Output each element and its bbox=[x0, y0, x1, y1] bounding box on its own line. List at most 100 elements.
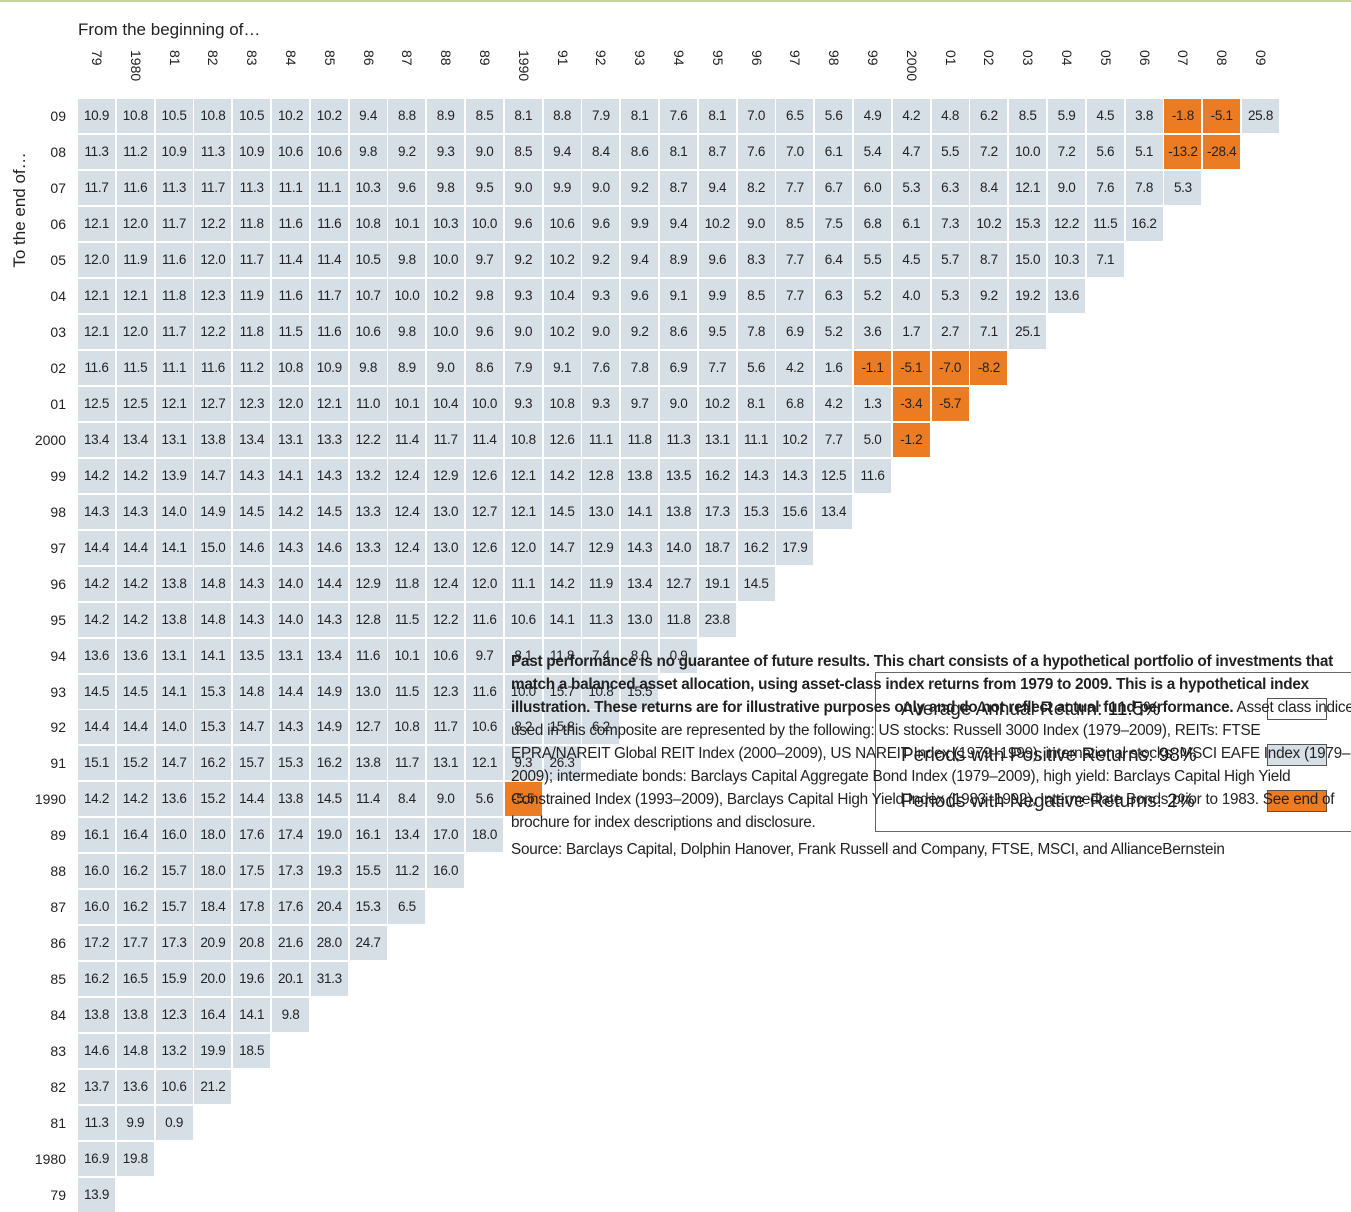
return-cell: 11.6 bbox=[310, 206, 348, 241]
return-cell: 16.2 bbox=[194, 746, 232, 781]
return-cell: 11.5 bbox=[272, 314, 309, 349]
return-cell: 10.8 bbox=[388, 710, 426, 745]
return-cell: 17.2 bbox=[78, 926, 115, 961]
return-cell: 16.2 bbox=[737, 530, 775, 565]
return-cell: 17.7 bbox=[116, 926, 154, 961]
return-cell: 11.8 bbox=[660, 602, 697, 637]
return-cell: 9.6 bbox=[466, 314, 503, 349]
return-cell: 14.2 bbox=[116, 566, 154, 601]
return-cell: 13.5 bbox=[233, 638, 271, 673]
return-cell: 14.0 bbox=[660, 530, 697, 565]
footnote-text: Asset class indices used in this composi… bbox=[511, 699, 1351, 831]
return-cell: 16.2 bbox=[116, 890, 154, 925]
return-cell: 7.8 bbox=[737, 314, 775, 349]
return-cell: 16.0 bbox=[427, 854, 465, 889]
column-header: 79 bbox=[89, 50, 105, 66]
return-cell: 12.7 bbox=[660, 566, 697, 601]
return-cell: 15.9 bbox=[155, 962, 193, 997]
return-cell: 8.5 bbox=[1009, 99, 1047, 133]
return-cell: 15.3 bbox=[349, 890, 387, 925]
return-cell: 21.6 bbox=[272, 926, 309, 961]
return-cell: 8.6 bbox=[621, 134, 659, 169]
return-cell: 14.1 bbox=[155, 530, 193, 565]
row-header: 09 bbox=[50, 108, 66, 124]
return-cell: -28.4 bbox=[1203, 134, 1241, 169]
return-cell: 13.6 bbox=[155, 782, 193, 817]
return-cell: 9.2 bbox=[621, 170, 659, 205]
return-cell: 13.3 bbox=[310, 422, 348, 457]
row-header: 03 bbox=[50, 323, 66, 340]
return-cell: 14.1 bbox=[621, 494, 659, 529]
return-cell: 12.0 bbox=[78, 242, 115, 277]
return-cell: 11.7 bbox=[155, 314, 193, 349]
return-cell: 10.6 bbox=[466, 710, 503, 745]
return-cell: 12.1 bbox=[116, 278, 154, 313]
return-cell: 10.7 bbox=[349, 278, 387, 313]
return-cell: 12.5 bbox=[116, 386, 154, 421]
return-cell: 19.3 bbox=[310, 854, 348, 889]
return-cell: 7.0 bbox=[776, 134, 814, 169]
return-cell: 15.8 bbox=[543, 710, 581, 745]
return-cell: 10.4 bbox=[543, 278, 581, 313]
return-cell: 11.3 bbox=[78, 134, 115, 169]
return-cell: 11.5 bbox=[116, 350, 154, 385]
return-cell: 8.1 bbox=[698, 99, 736, 133]
return-cell: 14.3 bbox=[233, 458, 271, 493]
return-cell: 14.0 bbox=[272, 566, 309, 601]
return-cell: 11.8 bbox=[155, 278, 193, 313]
return-cell: 11.1 bbox=[272, 170, 309, 205]
legend-swatch bbox=[1267, 744, 1327, 766]
return-cell: 7.8 bbox=[621, 350, 659, 385]
return-cell: 9.3 bbox=[504, 746, 542, 781]
return-cell: 10.3 bbox=[349, 170, 387, 205]
return-cell: 4.2 bbox=[815, 386, 853, 421]
legend-label: Periods with Negative Returns: bbox=[901, 791, 1168, 812]
return-cell: 20.9 bbox=[194, 926, 232, 961]
return-cell: 6.7 bbox=[815, 170, 853, 205]
return-cell: 9.6 bbox=[582, 206, 620, 241]
return-cell: -13.2 bbox=[1164, 134, 1202, 169]
return-cell: 14.7 bbox=[543, 530, 581, 565]
column-axis-label: From the beginning of… bbox=[78, 20, 261, 39]
return-cell: 5.4 bbox=[854, 134, 891, 169]
return-cell: 12.9 bbox=[582, 530, 620, 565]
return-cell: 12.8 bbox=[582, 458, 620, 493]
return-cell: 6.1 bbox=[815, 134, 853, 169]
return-cell: 1.6 bbox=[815, 350, 853, 385]
return-cell: 9.4 bbox=[543, 134, 581, 169]
return-cell: 9.5 bbox=[466, 170, 503, 205]
return-cell: 13.8 bbox=[621, 458, 659, 493]
return-cell: 16.2 bbox=[116, 854, 154, 889]
return-cell: 10.5 bbox=[349, 242, 387, 277]
return-cell: 11.8 bbox=[388, 566, 426, 601]
return-cell: 11.6 bbox=[310, 314, 348, 349]
return-cell: 9.8 bbox=[388, 242, 426, 277]
return-cell: 9.0 bbox=[582, 170, 620, 205]
return-cell: 9.8 bbox=[349, 350, 387, 385]
return-cell: 15.5 bbox=[349, 854, 387, 889]
return-cell: 13.8 bbox=[194, 422, 232, 457]
footnote-paragraph: Past performance is no guarantee of futu… bbox=[511, 650, 1351, 834]
return-cell: 5.6 bbox=[1086, 134, 1124, 169]
return-cell: 13.3 bbox=[349, 530, 387, 565]
return-cell: 10.8 bbox=[116, 99, 154, 133]
return-cell: 7.8 bbox=[1125, 170, 1163, 205]
return-cell: 5.6 bbox=[815, 99, 853, 133]
return-cell: -5.5 bbox=[504, 782, 542, 817]
return-cell: 7.4 bbox=[582, 638, 620, 673]
return-cell: 21.2 bbox=[194, 1070, 232, 1105]
return-cell: 0.9 bbox=[660, 638, 697, 673]
return-cell: 11.6 bbox=[155, 242, 193, 277]
return-cell: 10.6 bbox=[543, 206, 581, 241]
return-cell: 4.5 bbox=[1086, 99, 1124, 133]
return-cell: 11.6 bbox=[854, 458, 891, 493]
return-cell: 13.0 bbox=[427, 494, 465, 529]
return-cell: 10.6 bbox=[272, 134, 309, 169]
return-cell: 12.1 bbox=[1009, 170, 1047, 205]
row-header: 97 bbox=[50, 539, 66, 556]
return-cell: 14.5 bbox=[116, 674, 154, 709]
legend: Average Annual Return: 11.5% Periods with… bbox=[875, 672, 1351, 832]
return-cell: 14.4 bbox=[233, 782, 271, 817]
return-cell: 6.0 bbox=[854, 170, 891, 205]
column-header: 96 bbox=[748, 50, 765, 66]
